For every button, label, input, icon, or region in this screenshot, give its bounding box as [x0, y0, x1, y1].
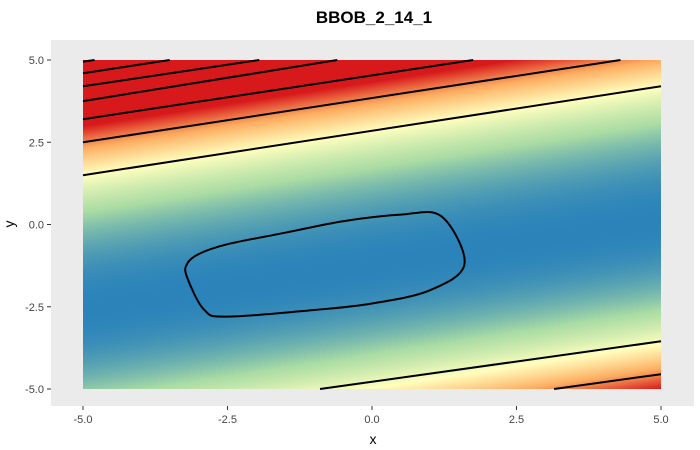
y-tick-label: 2.5 — [29, 137, 44, 149]
contour-bottom-2 — [553, 373, 662, 390]
x-axis: -5.0 -2.5 0.0 2.5 5.0 — [74, 406, 669, 426]
chart-title: BBOB_2_14_1 — [316, 8, 432, 27]
x-tick-label: 5.0 — [653, 414, 668, 426]
contour-closed-center — [184, 210, 466, 318]
contour-top-3 — [82, 59, 474, 121]
y-tick-label: -5.0 — [25, 384, 44, 396]
contour-lines — [82, 59, 662, 390]
contour-top-2 — [82, 59, 621, 144]
x-tick-label: 0.0 — [364, 414, 379, 426]
y-tick-label: 5.0 — [29, 55, 44, 67]
y-tick-label: 0.0 — [29, 220, 44, 232]
y-tick-label: -2.5 — [25, 302, 44, 314]
x-tick-label: -5.0 — [74, 414, 93, 426]
x-axis-label: x — [370, 431, 377, 447]
x-tick-label: 2.5 — [509, 414, 524, 426]
contour-top-6 — [82, 59, 170, 75]
x-tick-label: -2.5 — [218, 414, 237, 426]
contour-top-1 — [82, 85, 662, 177]
contour-top-4 — [82, 59, 338, 103]
y-axis-label: y — [1, 221, 17, 228]
heatmap-surface — [83, 60, 661, 389]
contour-top-7 — [82, 59, 95, 63]
y-axis: -5.0 -2.5 0.0 2.5 5.0 — [25, 55, 51, 396]
contour-top-5 — [82, 59, 260, 88]
contour-bottom-1 — [319, 340, 662, 390]
